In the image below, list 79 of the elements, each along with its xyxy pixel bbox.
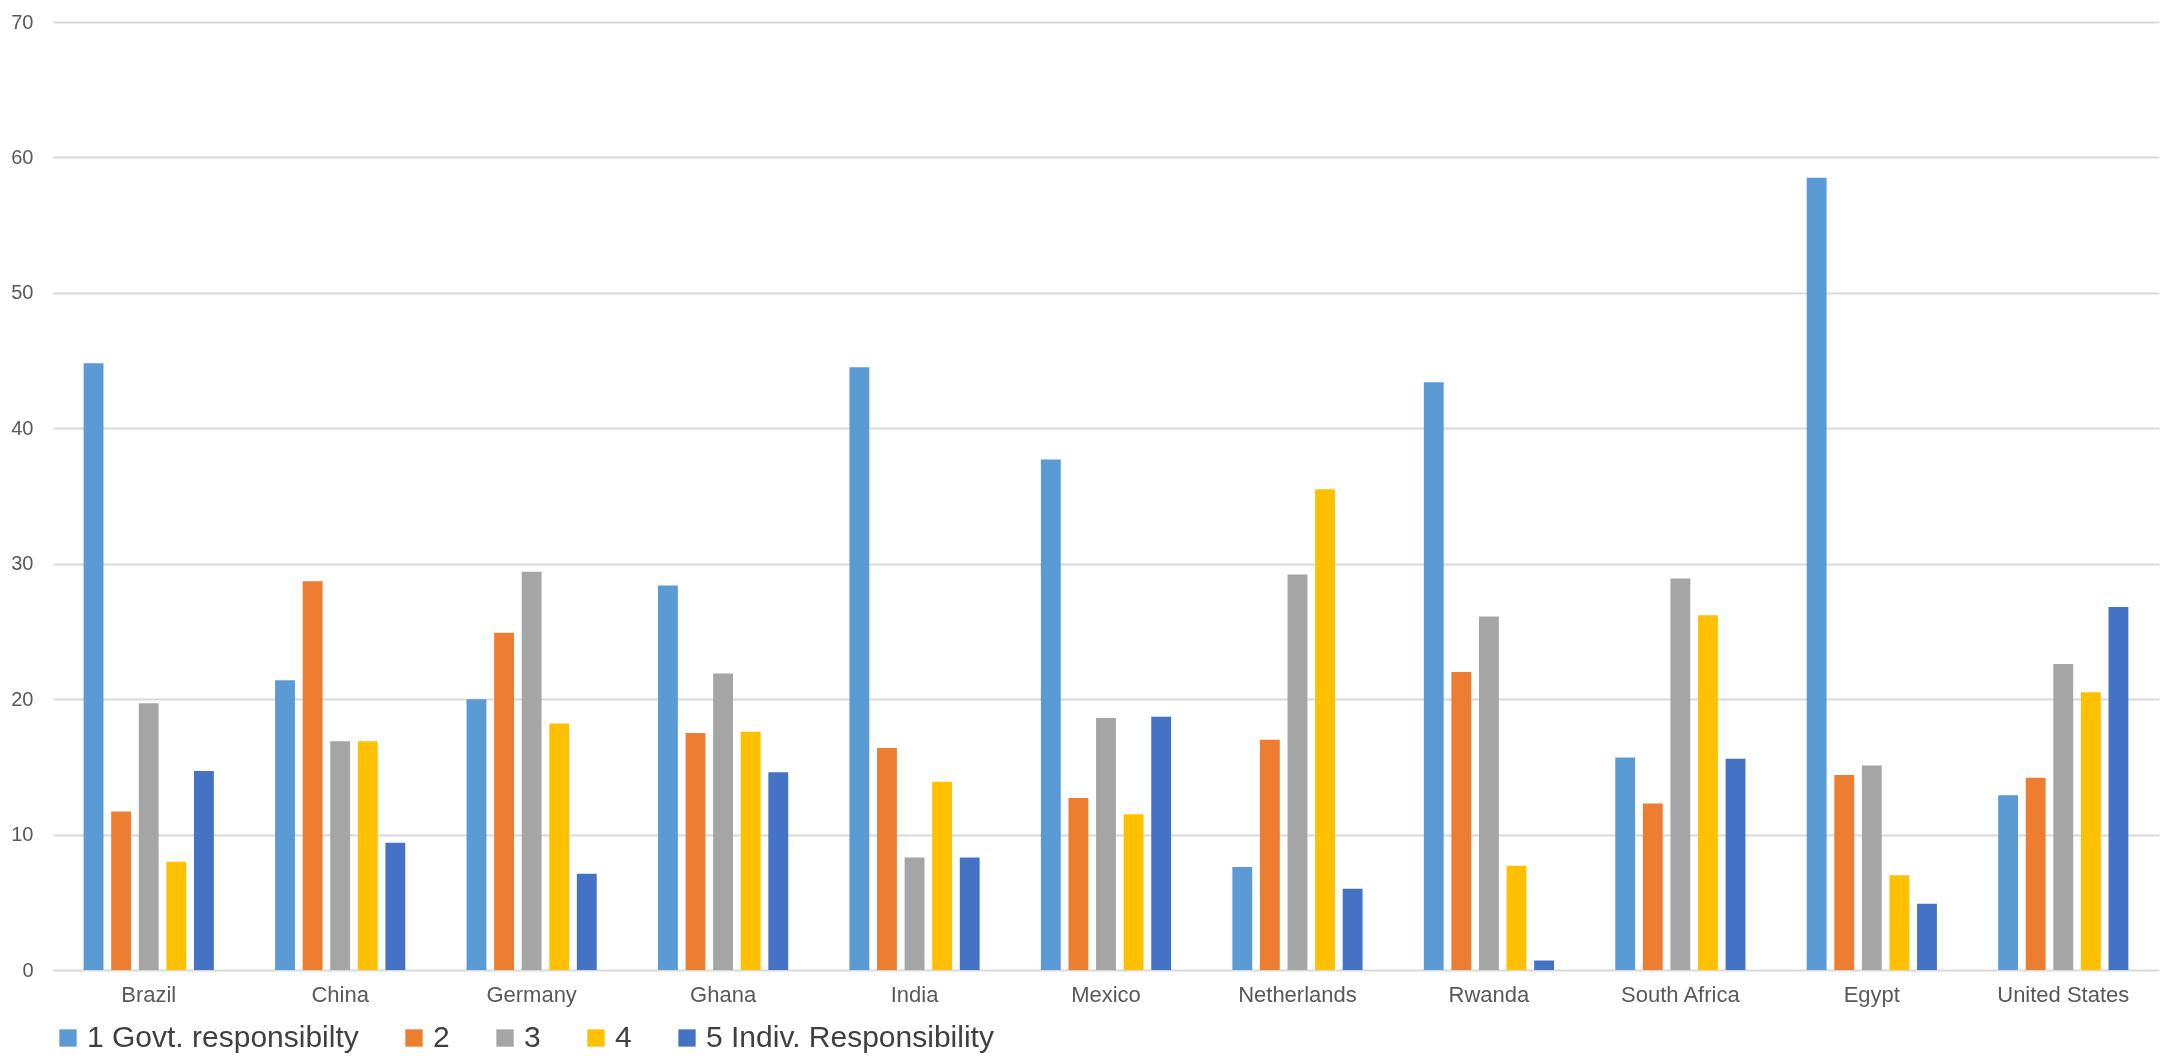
bar <box>83 363 104 970</box>
bar <box>330 741 351 970</box>
y-tick-label: 50 <box>11 281 34 304</box>
bar <box>1232 867 1253 970</box>
x-tick-label: Ghana <box>690 981 757 1007</box>
bar <box>768 772 789 970</box>
y-tick-label: 40 <box>11 416 34 439</box>
legend-label: 5 Indiv. Responsibility <box>706 1020 994 1053</box>
bar <box>959 857 980 970</box>
bar <box>1725 758 1746 970</box>
bar <box>576 873 597 970</box>
legend-label: 2 <box>433 1020 450 1053</box>
bar <box>1287 574 1308 970</box>
bar <box>1423 382 1444 970</box>
bar <box>849 367 870 970</box>
bar <box>1642 803 1663 970</box>
bar <box>2025 777 2046 970</box>
bar <box>1315 489 1335 970</box>
x-tick-label: Rwanda <box>1448 981 1531 1007</box>
bar <box>1506 865 1527 970</box>
bar <box>2108 607 2129 970</box>
x-tick-label: Brazil <box>121 981 177 1007</box>
bar <box>521 571 542 970</box>
bar <box>1889 875 1910 970</box>
bar <box>1834 774 1855 970</box>
bar <box>466 699 487 970</box>
x-tick-label: Netherlands <box>1238 981 1357 1007</box>
bar <box>1917 903 1937 970</box>
bar <box>138 703 159 970</box>
bar <box>1068 798 1089 970</box>
bar <box>2053 663 2074 970</box>
y-tick-label: 60 <box>11 145 34 168</box>
bar <box>877 747 897 970</box>
x-tick-label: United States <box>1997 981 2130 1007</box>
y-tick-label: 30 <box>11 552 34 575</box>
x-tick-label: Egypt <box>1843 981 1900 1007</box>
bar <box>685 733 706 970</box>
legend-label: 3 <box>524 1020 541 1053</box>
bar <box>302 581 323 970</box>
x-tick-label: South Africa <box>1621 981 1741 1007</box>
bar <box>1478 616 1499 970</box>
bar <box>385 842 406 970</box>
x-tick-label: Germany <box>486 981 577 1007</box>
legend-label: 1 Govt. responsibilty <box>87 1020 359 1053</box>
bar <box>494 632 514 970</box>
bar <box>658 585 678 970</box>
bar <box>1534 960 1554 970</box>
x-tick-label: China <box>311 981 370 1007</box>
bar <box>713 673 734 970</box>
x-tick-label: India <box>890 981 940 1007</box>
bar <box>1040 459 1061 970</box>
bar <box>357 741 378 970</box>
bar <box>1342 888 1363 970</box>
bar <box>275 680 295 970</box>
bar <box>166 861 187 970</box>
bar <box>549 723 570 970</box>
bar <box>1451 672 1472 970</box>
bar <box>1259 739 1280 970</box>
bar <box>1998 795 2019 970</box>
bar <box>193 770 214 970</box>
y-tick-label: 0 <box>22 958 34 981</box>
y-tick-label: 70 <box>11 10 34 33</box>
bar <box>1615 757 1636 970</box>
y-tick-label: 10 <box>11 823 34 846</box>
bar <box>1861 765 1882 970</box>
bar <box>1698 615 1718 970</box>
legend-label: 4 <box>615 1020 632 1053</box>
bar <box>1096 718 1116 970</box>
x-tick-label: Mexico <box>1071 981 1141 1007</box>
bar <box>111 811 132 970</box>
bar <box>1806 177 1827 970</box>
bar <box>932 781 953 970</box>
bar <box>1670 578 1691 970</box>
bar <box>740 731 761 970</box>
bar <box>904 857 925 970</box>
y-tick-label: 20 <box>11 687 34 710</box>
bar <box>2080 692 2101 970</box>
bar <box>1123 814 1144 970</box>
bar <box>1151 716 1172 970</box>
